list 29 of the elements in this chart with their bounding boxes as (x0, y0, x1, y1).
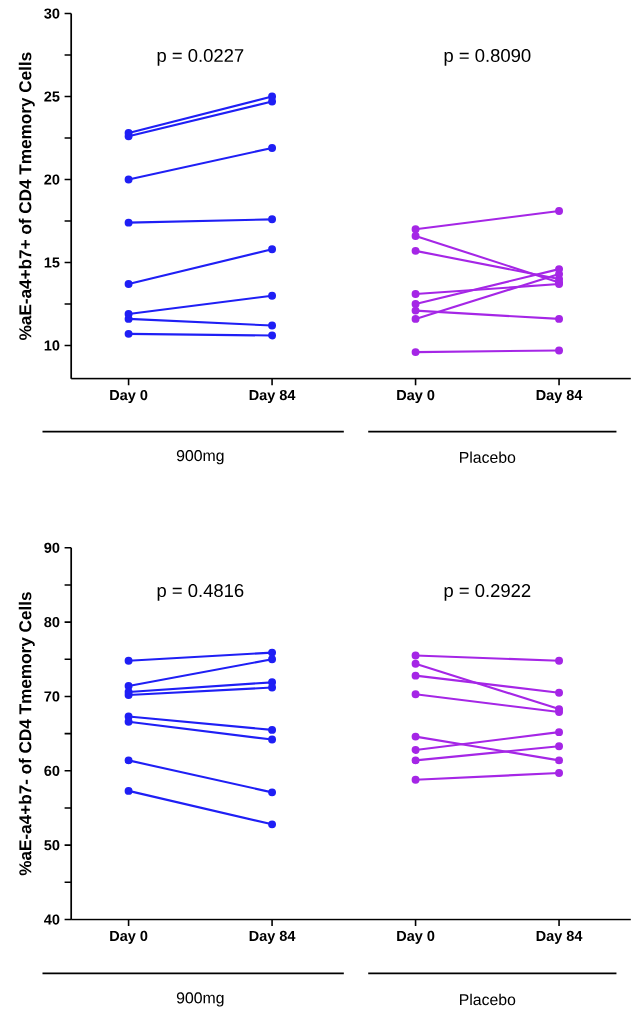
y-tick-label: 50 (44, 840, 60, 851)
annotation: p = 0.2922 (444, 583, 531, 601)
x-tick-label: Day 84 (249, 389, 296, 404)
x-tick-label: Day 0 (397, 389, 435, 404)
y-tick-label: 40 (44, 914, 60, 925)
text: 900mg (177, 450, 224, 465)
x-tick-label: Day 84 (249, 930, 296, 944)
text: Placebo (460, 451, 516, 463)
text: Placebo (460, 993, 516, 1006)
y-tick-label: 90 (44, 542, 60, 553)
y-tick-label: 25 (44, 91, 60, 102)
y-tick-label: 30 (44, 8, 60, 19)
annotation: p = 0.4816 (157, 583, 244, 601)
y-tick-label: 80 (44, 616, 60, 628)
y-tick-label: 70 (44, 691, 60, 702)
x-tick-label: Day 0 (110, 389, 148, 404)
y-axis-title: %aE-a4+b7- of CD4 Tmemory Cells (18, 592, 35, 876)
x-tick-label: Day 0 (110, 930, 148, 944)
y-tick-label: 10 (44, 340, 60, 351)
y-tick-label: 60 (44, 765, 60, 776)
text: 900mg (177, 992, 224, 1007)
x-tick-label: Day 84 (536, 930, 583, 944)
annotation: p = 0.0227 (157, 48, 244, 66)
x-tick-label: Day 84 (536, 389, 583, 404)
y-tick-label: 20 (44, 174, 60, 185)
y-tick-label: 15 (44, 257, 60, 268)
annotation: p = 0.8090 (444, 48, 531, 66)
x-tick-label: Day 0 (397, 930, 435, 944)
y-axis-title: %aE-a4+b7+ of CD4 Tmemory Cells (18, 52, 35, 340)
